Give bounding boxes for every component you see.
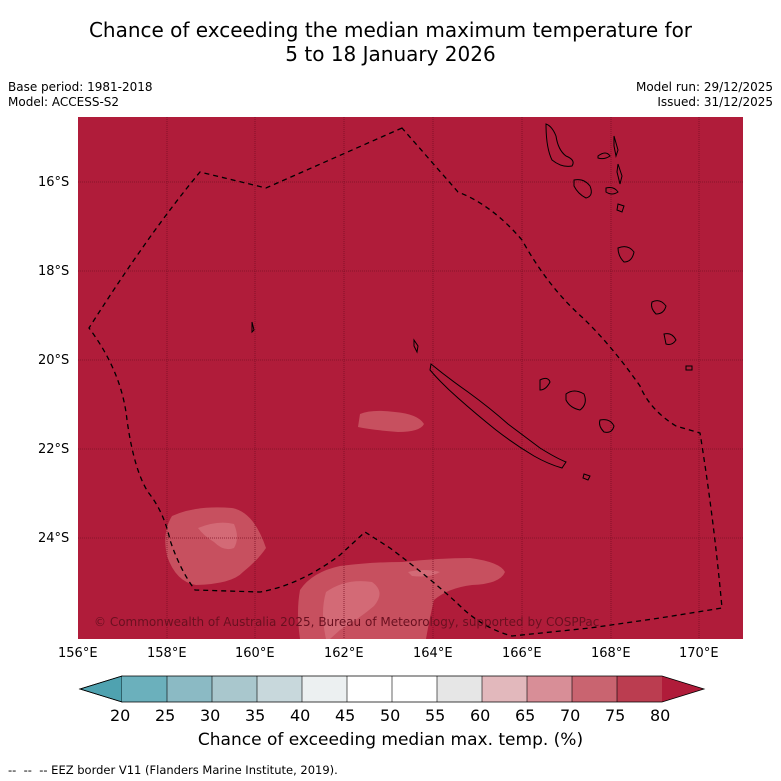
cb-tick-25: 25 — [155, 706, 176, 725]
contour-inner-south — [323, 581, 380, 639]
coastlines — [251, 123, 693, 481]
vanuatu-ambae — [597, 152, 611, 160]
loyalty-ouvea — [539, 377, 551, 391]
cb-tick-80: 80 — [650, 706, 671, 725]
eez-footer-note: -- -- -- EEZ border V11 (Flanders Marine… — [8, 763, 338, 777]
colorbar-bin-30-35 — [212, 676, 257, 702]
colorbar-bin-35-40 — [257, 676, 302, 702]
contour-inner-southwest — [198, 522, 237, 550]
lat-tick-22s: 22°S — [38, 442, 70, 457]
new-caledonia — [429, 363, 567, 469]
cb-tick-75: 75 — [605, 706, 626, 725]
gridlines — [78, 117, 743, 639]
colorbar-arrow-high — [662, 676, 704, 702]
meta-left: Base period: 1981-2018 Model: ACCESS-S2 — [8, 80, 153, 110]
model-name: Model: ACCESS-S2 — [8, 95, 120, 109]
copyright-notice: © Commonwealth of Australia 2025, Bureau… — [94, 615, 599, 629]
cb-tick-45: 45 — [335, 706, 356, 725]
contour-blob-central — [358, 410, 424, 432]
vanuatu-epi — [616, 203, 625, 213]
vanuatu-pentecost — [616, 163, 623, 185]
colorbar-bin-25-30 — [167, 676, 212, 702]
vanuatu-aneityum — [685, 365, 693, 371]
colorbar-bin-65-70 — [527, 676, 572, 702]
vanuatu-erromango — [651, 300, 667, 315]
colorbar-bin-70-75 — [572, 676, 617, 702]
map-title: Chance of exceeding the median maximum t… — [0, 18, 781, 66]
cb-tick-20: 20 — [110, 706, 131, 725]
lat-tick-16s: 16°S — [38, 175, 70, 190]
cb-tick-65: 65 — [515, 706, 536, 725]
lon-tick-162e: 162°E — [324, 646, 364, 661]
colorbar — [78, 675, 706, 703]
vanuatu-maewo — [613, 135, 619, 158]
colorbar-bin-75-80 — [617, 676, 662, 702]
lon-tick-164e: 164°E — [413, 646, 453, 661]
loyalty-mare — [599, 419, 615, 433]
colorbar-arrow-low — [78, 675, 123, 703]
vanuatu-efate — [617, 246, 635, 263]
title-line-2: 5 to 18 January 2026 — [285, 42, 496, 66]
colorbar-bin-50-55 — [392, 676, 437, 702]
model-run: Model run: 29/12/2025 — [635, 80, 773, 94]
isle-of-pines — [582, 473, 591, 481]
cb-tick-30: 30 — [200, 706, 221, 725]
colorbar-bin-55-60 — [437, 676, 482, 702]
colorbar-outline — [78, 675, 706, 703]
lat-tick-18s: 18°S — [38, 264, 70, 279]
colorbar-bin-60-65 — [482, 676, 527, 702]
lon-tick-158e: 158°E — [147, 646, 187, 661]
lon-tick-170e: 170°E — [679, 646, 719, 661]
belep-islands — [413, 338, 419, 354]
cb-tick-35: 35 — [245, 706, 266, 725]
colorbar-bin-20-25 — [122, 676, 167, 702]
cb-tick-50: 50 — [380, 706, 401, 725]
colorbar-bin-45-50 — [347, 676, 392, 702]
lat-tick-20s: 20°S — [38, 353, 70, 368]
vanuatu-tanna — [663, 333, 677, 345]
contour-blob-southwest — [165, 507, 266, 585]
colorbar-bin-40-45 — [302, 676, 347, 702]
lon-tick-166e: 166°E — [502, 646, 542, 661]
cb-tick-70: 70 — [560, 706, 581, 725]
lon-tick-168e: 168°E — [591, 646, 631, 661]
cb-tick-40: 40 — [290, 706, 311, 725]
colorbar-dividers — [166, 676, 618, 702]
lon-tick-156e: 156°E — [58, 646, 98, 661]
contour-inner-south-small — [408, 570, 440, 577]
vanuatu-ambrym — [605, 187, 619, 195]
lat-tick-24s: 24°S — [38, 531, 70, 546]
vanuatu-malakula — [573, 179, 592, 199]
colorbar-label: Chance of exceeding median max. temp. (%… — [197, 730, 584, 750]
cb-tick-55: 55 — [425, 706, 446, 725]
base-period: Base period: 1981-2018 — [8, 80, 153, 94]
lon-tick-160e: 160°E — [235, 646, 275, 661]
vanuatu-espiritu-santo — [545, 123, 574, 167]
issued-date: Issued: 31/12/2025 — [657, 95, 773, 109]
meta-right: Model run: 29/12/2025 Issued: 31/12/2025 — [636, 80, 773, 110]
cb-tick-60: 60 — [470, 706, 491, 725]
chesterfield-islands — [251, 321, 255, 334]
eez-border — [88, 127, 723, 637]
probability-contours — [165, 410, 505, 639]
loyalty-lifou — [565, 390, 586, 411]
title-line-1: Chance of exceeding the median maximum t… — [88, 18, 693, 42]
